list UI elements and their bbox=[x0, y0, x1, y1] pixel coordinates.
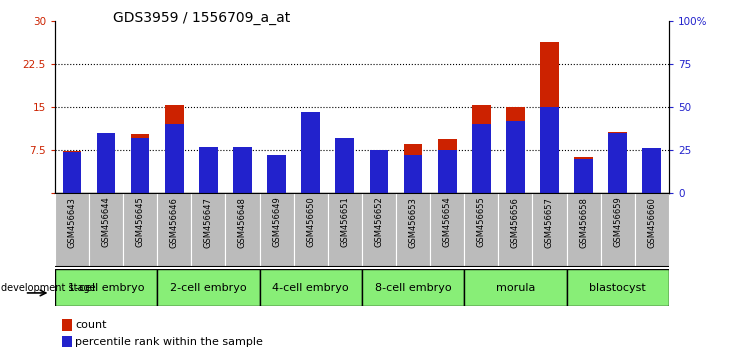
Bar bbox=[369, 150, 388, 193]
FancyBboxPatch shape bbox=[294, 193, 327, 267]
Bar bbox=[131, 134, 149, 193]
Text: blastocyst: blastocyst bbox=[589, 282, 646, 293]
FancyBboxPatch shape bbox=[362, 193, 396, 267]
FancyBboxPatch shape bbox=[601, 193, 635, 267]
Bar bbox=[267, 155, 286, 193]
FancyBboxPatch shape bbox=[260, 193, 294, 267]
Text: 2-cell embryo: 2-cell embryo bbox=[170, 282, 246, 293]
Bar bbox=[336, 139, 354, 193]
Text: GSM456649: GSM456649 bbox=[272, 197, 281, 247]
Bar bbox=[404, 144, 423, 193]
FancyBboxPatch shape bbox=[396, 193, 430, 267]
FancyBboxPatch shape bbox=[567, 193, 601, 267]
Text: GSM456654: GSM456654 bbox=[443, 197, 452, 247]
Text: GSM456644: GSM456644 bbox=[102, 197, 110, 247]
Bar bbox=[540, 42, 558, 193]
Bar bbox=[369, 152, 388, 193]
FancyBboxPatch shape bbox=[499, 193, 532, 267]
Text: GSM456647: GSM456647 bbox=[204, 197, 213, 247]
Bar bbox=[336, 138, 354, 193]
FancyBboxPatch shape bbox=[225, 193, 260, 267]
Text: morula: morula bbox=[496, 282, 535, 293]
Bar bbox=[574, 159, 593, 193]
Text: GSM456653: GSM456653 bbox=[409, 197, 417, 247]
FancyBboxPatch shape bbox=[157, 269, 260, 306]
FancyBboxPatch shape bbox=[123, 193, 157, 267]
FancyBboxPatch shape bbox=[157, 193, 192, 267]
Text: 1-cell embryo: 1-cell embryo bbox=[68, 282, 144, 293]
FancyBboxPatch shape bbox=[55, 269, 157, 306]
Bar bbox=[471, 124, 491, 193]
Bar bbox=[404, 155, 423, 193]
Text: GSM456658: GSM456658 bbox=[579, 197, 588, 247]
Text: GSM456646: GSM456646 bbox=[170, 197, 178, 247]
Bar bbox=[164, 105, 183, 193]
Text: 8-cell embryo: 8-cell embryo bbox=[375, 282, 451, 293]
Bar bbox=[301, 130, 320, 193]
Text: percentile rank within the sample: percentile rank within the sample bbox=[75, 337, 263, 347]
Text: development stage: development stage bbox=[1, 282, 96, 293]
Bar bbox=[438, 139, 456, 193]
Text: GSM456648: GSM456648 bbox=[238, 197, 247, 247]
Bar bbox=[199, 172, 218, 193]
Bar bbox=[574, 157, 593, 193]
FancyBboxPatch shape bbox=[430, 193, 464, 267]
Bar bbox=[643, 148, 661, 193]
Text: GSM456657: GSM456657 bbox=[545, 197, 554, 247]
Bar bbox=[438, 150, 456, 193]
Bar bbox=[233, 147, 251, 193]
FancyBboxPatch shape bbox=[260, 269, 362, 306]
Text: GSM456650: GSM456650 bbox=[306, 197, 315, 247]
Bar bbox=[608, 133, 627, 193]
Bar bbox=[131, 138, 149, 193]
FancyBboxPatch shape bbox=[362, 269, 464, 306]
Bar bbox=[643, 152, 661, 193]
FancyBboxPatch shape bbox=[532, 193, 567, 267]
FancyBboxPatch shape bbox=[635, 193, 669, 267]
FancyBboxPatch shape bbox=[464, 269, 567, 306]
FancyBboxPatch shape bbox=[567, 269, 669, 306]
Bar bbox=[199, 147, 218, 193]
Bar bbox=[96, 133, 115, 193]
FancyBboxPatch shape bbox=[464, 193, 499, 267]
FancyBboxPatch shape bbox=[192, 193, 225, 267]
Bar bbox=[471, 105, 491, 193]
Bar bbox=[233, 171, 251, 193]
Bar bbox=[62, 152, 81, 193]
Bar bbox=[301, 112, 320, 193]
FancyBboxPatch shape bbox=[89, 193, 123, 267]
Text: GSM456643: GSM456643 bbox=[67, 197, 76, 247]
Bar bbox=[506, 121, 525, 193]
Bar bbox=[540, 107, 558, 193]
Bar bbox=[608, 132, 627, 193]
Text: count: count bbox=[75, 320, 107, 330]
Bar bbox=[506, 107, 525, 193]
Text: GSM456655: GSM456655 bbox=[477, 197, 485, 247]
Text: 4-cell embryo: 4-cell embryo bbox=[273, 282, 349, 293]
Bar bbox=[164, 124, 183, 193]
Text: GDS3959 / 1556709_a_at: GDS3959 / 1556709_a_at bbox=[113, 11, 290, 25]
FancyBboxPatch shape bbox=[327, 193, 362, 267]
Bar bbox=[96, 133, 115, 193]
FancyBboxPatch shape bbox=[55, 193, 89, 267]
Text: GSM456660: GSM456660 bbox=[648, 197, 656, 247]
Text: GSM456651: GSM456651 bbox=[341, 197, 349, 247]
Text: GSM456656: GSM456656 bbox=[511, 197, 520, 247]
Text: GSM456659: GSM456659 bbox=[613, 197, 622, 247]
Bar bbox=[267, 183, 286, 193]
Text: GSM456645: GSM456645 bbox=[136, 197, 145, 247]
Text: GSM456652: GSM456652 bbox=[374, 197, 383, 247]
Bar bbox=[62, 151, 81, 193]
